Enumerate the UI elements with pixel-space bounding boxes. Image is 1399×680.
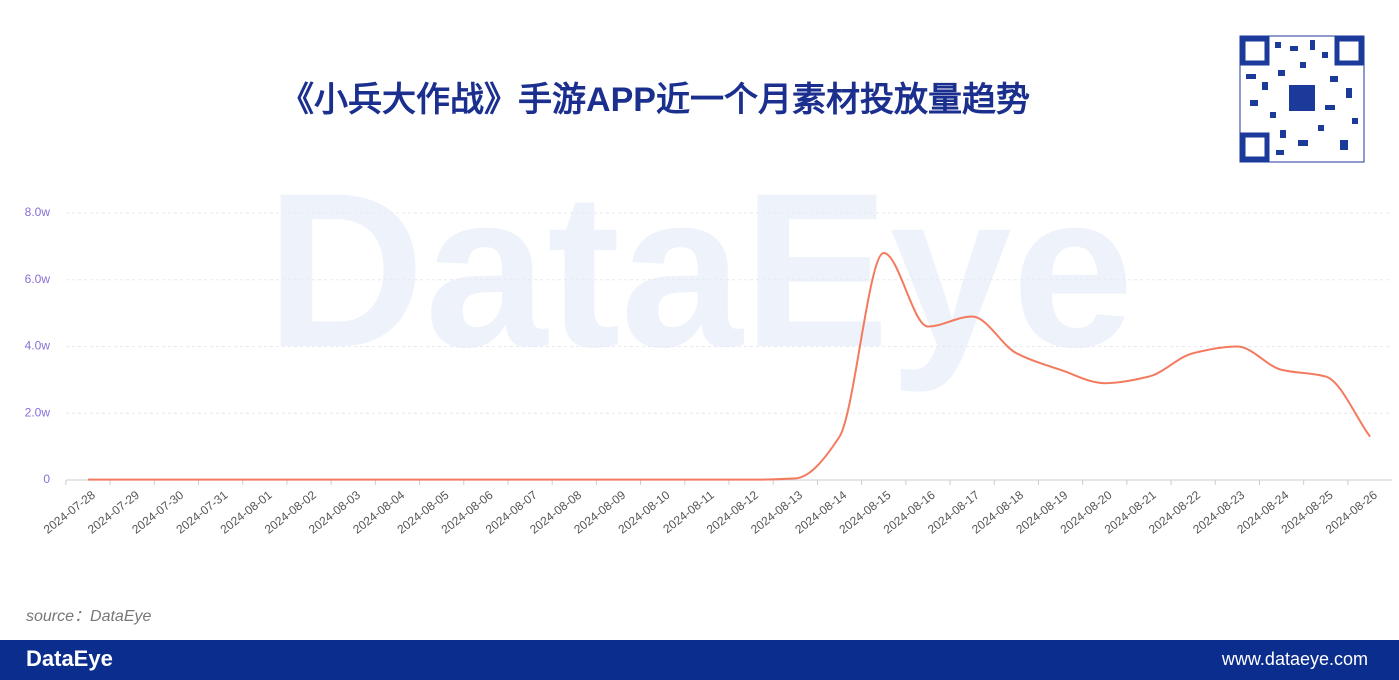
chart-title: 《小兵大作战》手游APP近一个月素材投放量趋势 [280,81,1030,119]
y-tick-label: 8.0w [25,205,51,219]
y-tick-label: 4.0w [25,339,51,353]
data-line [87,252,1371,481]
y-tick-label: 6.0w [25,272,51,286]
qr-code [1239,35,1365,163]
y-tick-label: 0 [43,472,50,486]
footer-bar [0,640,1399,680]
footer-url: www.dataeye.com [1221,649,1368,669]
y-tick-label: 2.0w [25,405,51,419]
footer-logo: DataEye [26,646,113,671]
watermark: DataEye [266,147,1134,393]
source-note: source：DataEye [26,608,151,625]
